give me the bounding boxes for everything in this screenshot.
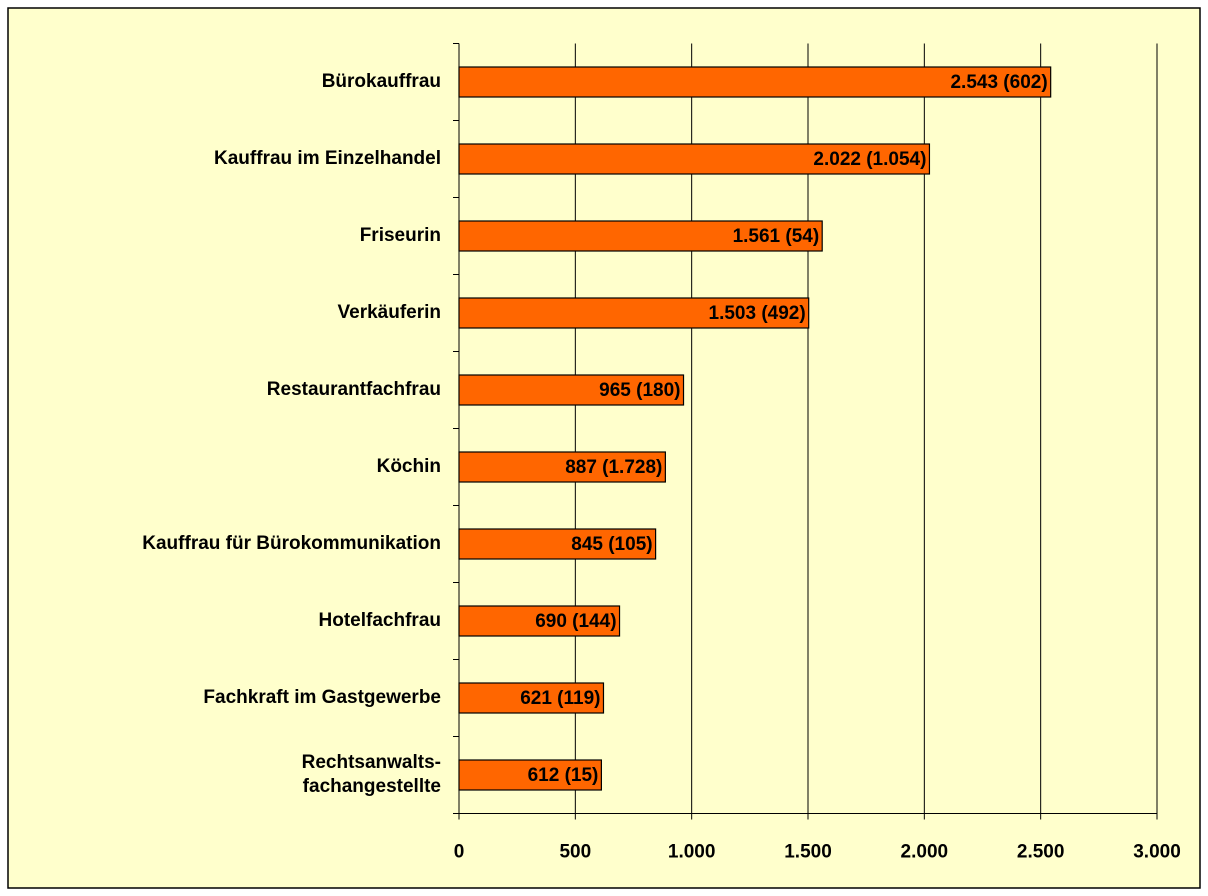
bar: [458, 220, 823, 252]
y-tick-label: Köchin: [377, 456, 441, 477]
bar: [458, 297, 810, 329]
data-label: 1.503 (492): [709, 303, 806, 324]
bar: [458, 528, 657, 560]
x-tick-label: 3.000: [1133, 842, 1181, 863]
y-tick-label: Friseurin: [360, 225, 441, 246]
y-tick-label: Restaurantfachfrau: [267, 379, 441, 400]
y-tick-label-line: fachangestellte: [303, 776, 441, 797]
data-label: 845 (105): [571, 534, 652, 555]
data-label: 612 (15): [528, 765, 599, 786]
chart-background: [7, 7, 1201, 889]
y-tick-label-line: Hotelfachfrau: [319, 610, 441, 631]
x-tick-label: 2.500: [1017, 842, 1065, 863]
y-tick-label-line: Rechtsanwalts-: [302, 752, 441, 773]
data-label: 2.543 (602): [950, 72, 1047, 93]
bar: [458, 143, 931, 175]
y-tick-label-line: Kauffrau für Bürokommunikation: [142, 533, 441, 554]
data-label: 1.561 (54): [733, 226, 820, 247]
y-tick-label: Rechtsanwalts-fachangestellte: [302, 752, 441, 797]
bar: [458, 66, 1052, 98]
bar: [458, 374, 685, 406]
data-label: 621 (119): [520, 688, 600, 709]
y-tick-label-line: Restaurantfachfrau: [267, 379, 441, 400]
y-tick-label: Kauffrau im Einzelhandel: [214, 148, 441, 169]
x-tick-label: 1.500: [784, 842, 832, 863]
x-tick-label: 2.000: [901, 842, 949, 863]
y-tick-label-line: Friseurin: [360, 225, 441, 246]
y-tick-label-line: Bürokauffrau: [322, 71, 441, 92]
x-tick-label: 500: [559, 842, 591, 863]
y-tick-label-line: Kauffrau im Einzelhandel: [214, 148, 441, 169]
bar: [458, 682, 605, 714]
bar: [458, 451, 666, 483]
y-tick-label: Kauffrau für Bürokommunikation: [142, 533, 441, 554]
y-tick-label: Bürokauffrau: [322, 71, 441, 92]
x-tick-label: 1.000: [668, 842, 716, 863]
y-tick-label: Hotelfachfrau: [319, 610, 441, 631]
data-label: 690 (144): [535, 611, 616, 632]
y-tick-label-line: Fachkraft im Gastgewerbe: [203, 687, 441, 708]
data-label: 2.022 (1.054): [813, 149, 926, 170]
data-label: 887 (1.728): [565, 457, 662, 478]
y-tick-label: Verkäuferin: [338, 302, 442, 323]
bar: [458, 759, 602, 791]
x-tick-label: 0: [454, 842, 465, 863]
y-tick-label-line: Verkäuferin: [338, 302, 442, 323]
data-label: 965 (180): [599, 380, 680, 401]
y-tick-label-line: Köchin: [377, 456, 441, 477]
bar: [458, 605, 621, 637]
y-tick-label: Fachkraft im Gastgewerbe: [203, 687, 441, 708]
